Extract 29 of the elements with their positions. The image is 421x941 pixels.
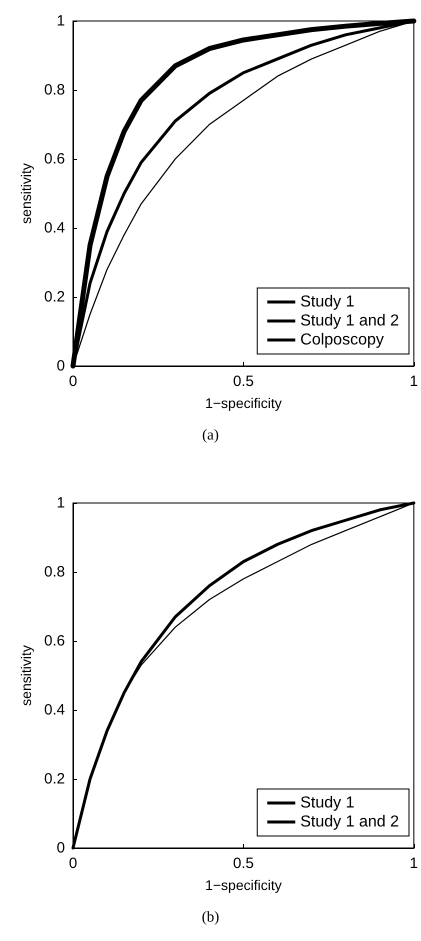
y-tick-label: 0 [56, 358, 65, 374]
x-axis-title: 1−specificity [205, 395, 282, 411]
y-tick-label: 1 [56, 494, 65, 512]
y-axis-title: sensitivity [18, 163, 34, 224]
x-tick-label: 1 [410, 373, 418, 390]
y-tick-label: 0.6 [44, 632, 65, 650]
x-tick-label: 0 [68, 855, 78, 872]
y-tick-label: 0.2 [44, 288, 65, 306]
x-tick-label: 0.5 [232, 373, 254, 390]
legend-label: Colposcopy [300, 332, 384, 348]
x-axis-title: 1−specificity [205, 877, 282, 893]
y-tick-label: 0.4 [44, 702, 65, 718]
x-tick-label: 1 [410, 855, 418, 872]
y-tick-label: 1 [56, 12, 65, 30]
legend-label: Study 1 [300, 294, 355, 310]
y-tick-label: 0.6 [44, 150, 65, 168]
legend-label: Study 1 and 2 [300, 814, 400, 830]
x-tick-label: 0 [68, 373, 78, 390]
y-tick-label: 0.2 [44, 770, 65, 788]
legend-label: Study 1 and 2 [300, 312, 400, 330]
y-tick-label: 0.8 [44, 82, 65, 98]
y-tick-label: 0.4 [44, 220, 65, 236]
text: (a) [202, 428, 219, 444]
legend-label: Study 1 [300, 794, 355, 812]
text: (b) [202, 910, 220, 926]
y-tick-label: 0.8 [44, 564, 65, 580]
y-axis-title: sensitivity [18, 645, 34, 706]
y-tick-label: 0 [56, 840, 65, 856]
x-tick-label: 0.5 [232, 855, 254, 872]
